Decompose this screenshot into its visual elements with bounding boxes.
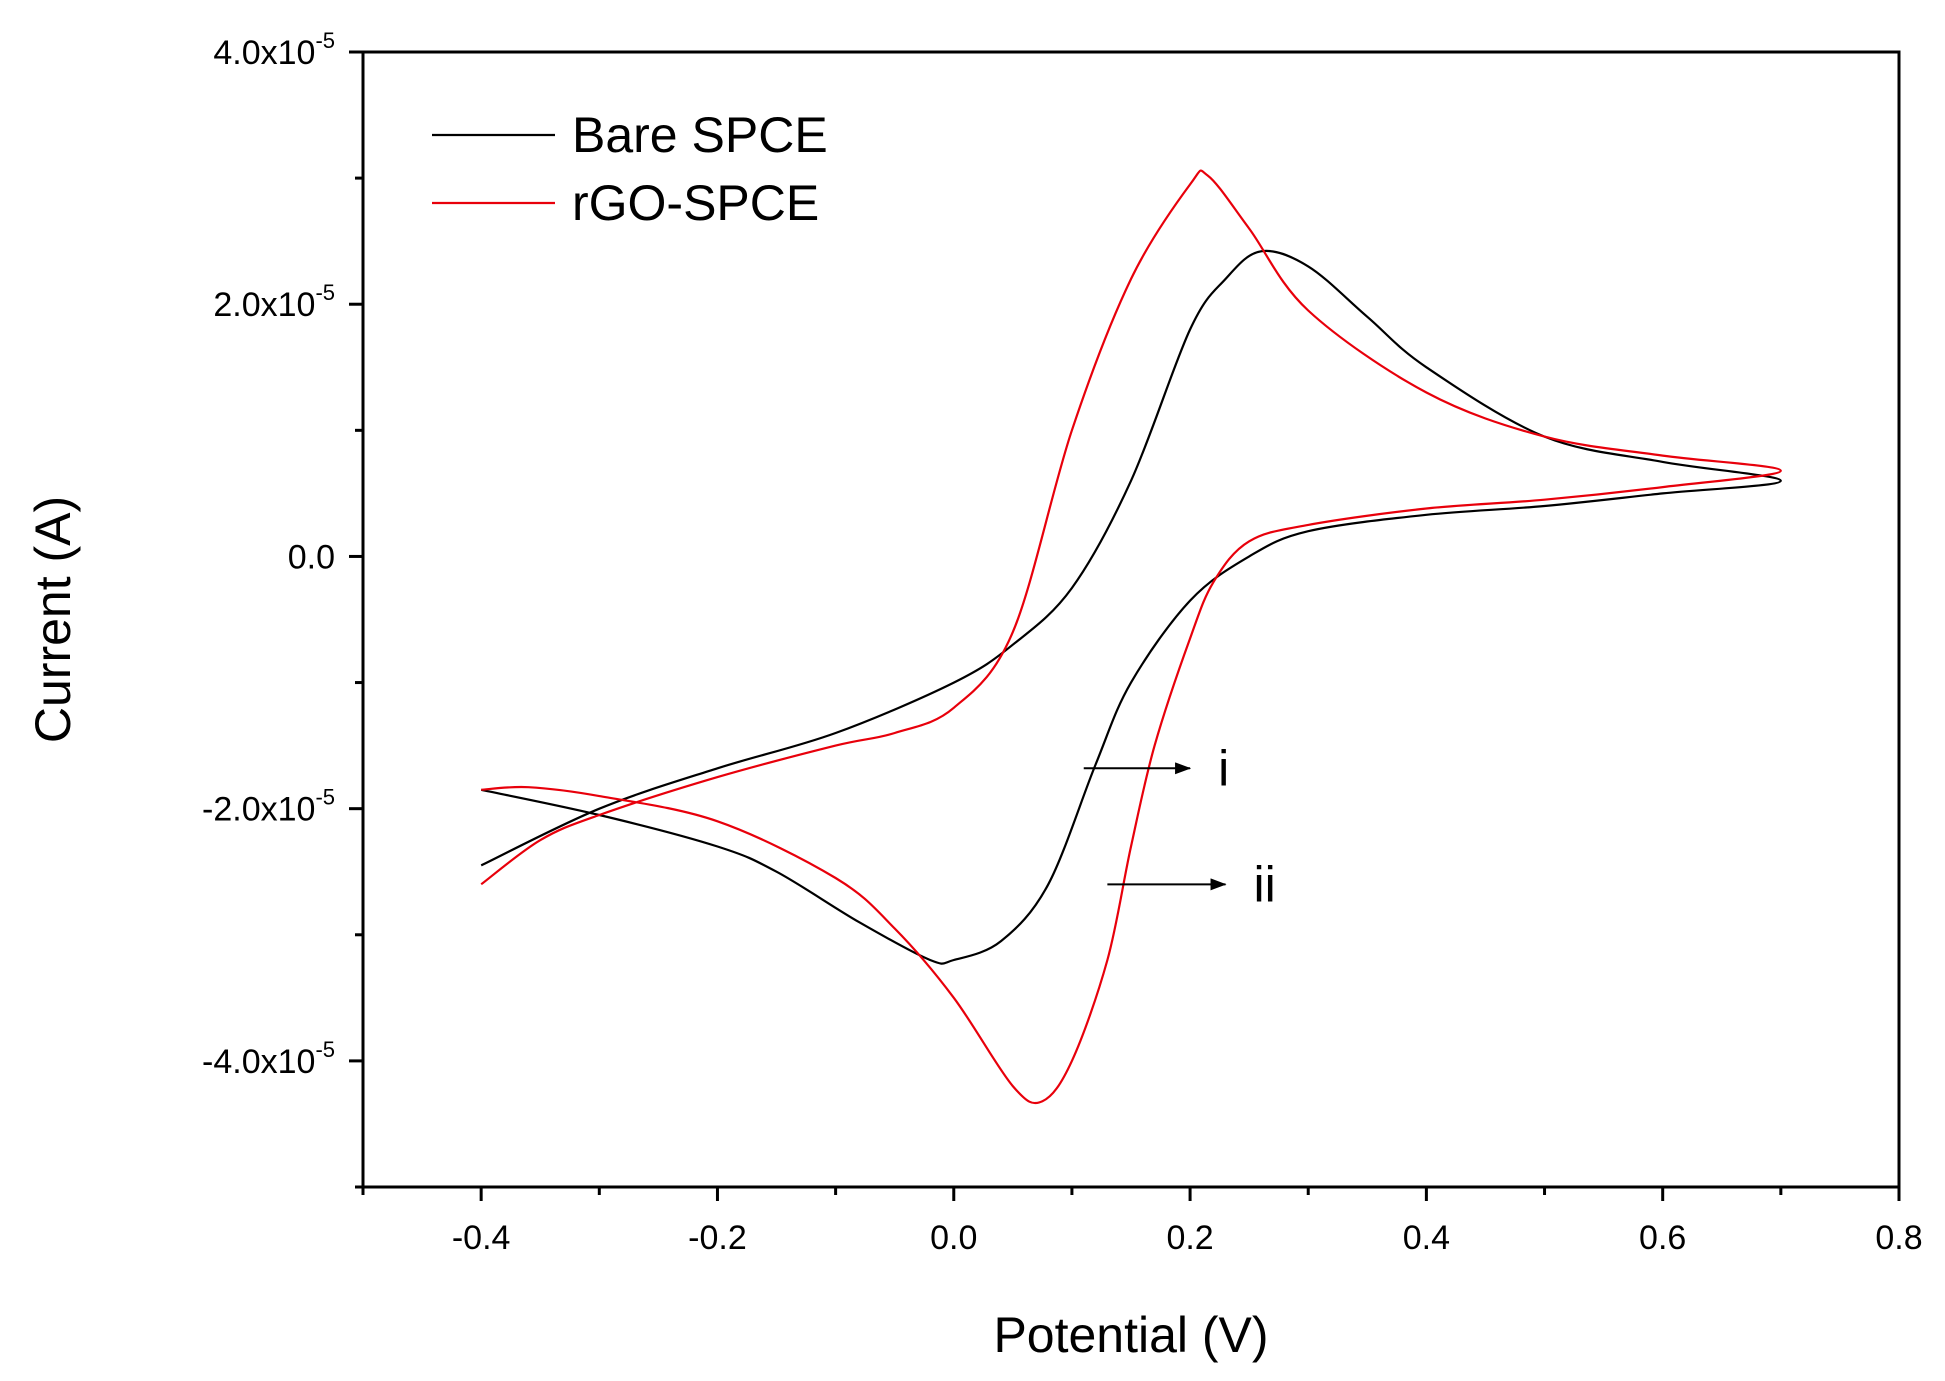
y-tick-label: -4.0x10-5 <box>202 1037 335 1081</box>
y-axis-title: Current (A) <box>25 496 81 743</box>
y-tick-exponent: -5 <box>315 785 335 810</box>
y-tick-mantissa: 4.0x10 <box>213 34 315 72</box>
x-tick-label: -0.2 <box>688 1219 747 1257</box>
annotation-label: ii <box>1254 856 1276 912</box>
x-tick-label: 0.4 <box>1403 1219 1450 1257</box>
legend-label: Bare SPCE <box>572 107 828 163</box>
y-tick-exponent: -5 <box>315 280 335 305</box>
y-tick-exponent: -5 <box>315 28 335 53</box>
x-tick-label: 0.0 <box>930 1219 977 1257</box>
y-tick-mantissa: 2.0x10 <box>213 286 315 324</box>
x-tick-label: -0.4 <box>452 1219 511 1257</box>
plot-frame <box>361 50 1901 1189</box>
y-tick-label: -2.0x10-5 <box>202 785 335 829</box>
y-tick-exponent: -5 <box>315 1037 335 1062</box>
x-tick-label: 0.6 <box>1639 1219 1686 1257</box>
series-line-rgo-spce <box>480 169 1782 1105</box>
x-axis-title: Potential (V) <box>993 1307 1268 1363</box>
y-tick-label: 2.0x10-5 <box>213 280 335 324</box>
series-line-bare-spce <box>480 249 1782 965</box>
legend-label: rGO-SPCE <box>572 175 819 231</box>
y-tick-mantissa: -4.0x10 <box>202 1043 315 1081</box>
y-tick-label: 0.0 <box>288 538 335 576</box>
annotation-label: i <box>1218 740 1229 796</box>
y-tick-mantissa: -2.0x10 <box>202 791 315 829</box>
x-tick-label: 0.8 <box>1875 1219 1922 1257</box>
y-tick-label: 4.0x10-5 <box>213 28 335 72</box>
x-tick-label: 0.2 <box>1166 1219 1213 1257</box>
y-tick-mantissa: 0.0 <box>288 538 335 576</box>
